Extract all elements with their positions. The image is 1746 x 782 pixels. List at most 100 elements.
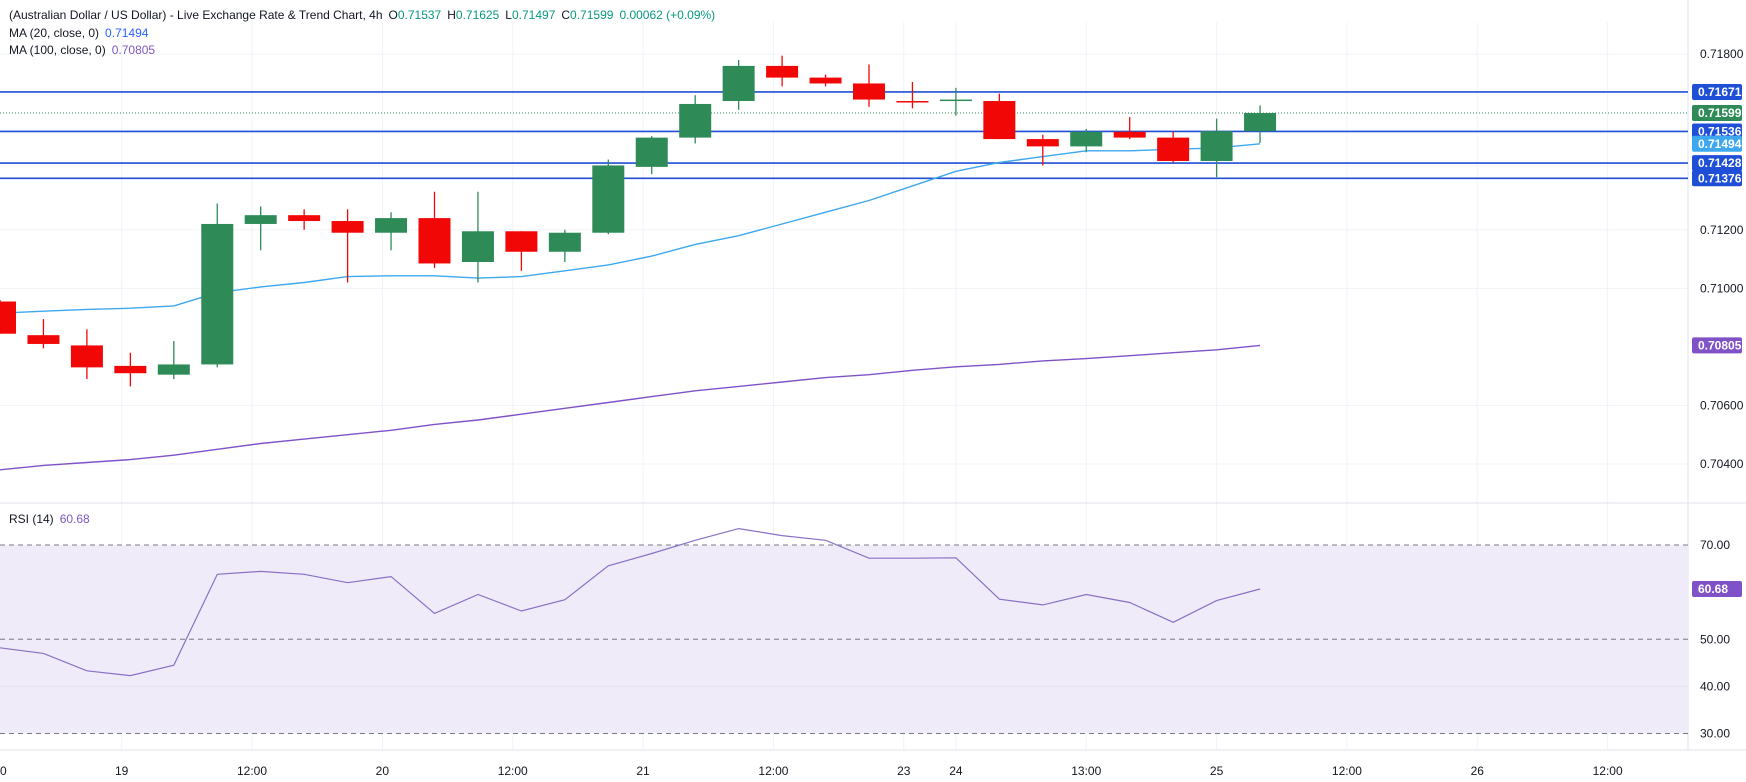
time-tick-label: 12:00 <box>237 764 267 778</box>
axes: 0.71800 0.71200 0.71000 0.70600 0.70400 70.00… <box>0 47 1744 778</box>
candle-27 <box>1157 131 1190 163</box>
time-tick-label: 26 <box>1471 764 1485 778</box>
ma100-line <box>0 344 1261 471</box>
candle-16 <box>679 95 712 144</box>
candle-14 <box>592 159 625 235</box>
candle-body <box>244 215 277 224</box>
ma20-label: MA (20, close, 0) <box>9 26 100 40</box>
candle-0 <box>0 300 16 334</box>
candle-body <box>375 218 408 233</box>
candle-body <box>1244 113 1277 132</box>
candle-body <box>722 65 755 102</box>
candle-18 <box>766 55 799 87</box>
ma20-value: 0.71494 <box>105 26 149 40</box>
time-tick-label: 12:00 <box>1332 764 1362 778</box>
candle-body <box>1200 131 1233 162</box>
candle-12 <box>505 231 538 271</box>
candle-body <box>505 231 538 252</box>
candle-body <box>0 301 16 334</box>
tag-level-1-text: 0.71536 <box>1698 124 1742 138</box>
tag-ma20-bg <box>1692 135 1742 152</box>
ohlc-high-label: H <box>447 8 456 22</box>
tag-level-2: 0.71428 <box>1692 155 1742 172</box>
rsi-tick-label: 30.00 <box>1700 727 1730 741</box>
ma100-legend[interactable]: MA (100, close, 0) 0.70805 <box>9 43 155 58</box>
candle-28 <box>1200 118 1233 178</box>
candle-body <box>809 77 842 84</box>
tag-ma100: 0.70805 <box>1692 337 1742 354</box>
ma100-value: 0.70805 <box>111 43 156 57</box>
rsi-label: RSI (14) <box>9 512 54 526</box>
ohlc-change: 0.00062 (+0.09%) <box>619 8 716 22</box>
tag-level-1: 0.71536 <box>1692 123 1742 140</box>
tag-last-price: 0.71599 <box>1692 105 1742 122</box>
tag-level-2-bg <box>1692 155 1742 172</box>
candle-body <box>418 218 451 264</box>
candle-3 <box>114 352 147 387</box>
tag-rsi-bg <box>1692 580 1742 597</box>
ohlc-low-value: 0.71497 <box>511 8 556 22</box>
price-tick-label: 0.70400 <box>1700 457 1744 471</box>
tag-level-3-bg <box>1692 170 1742 187</box>
horizontal-levels <box>0 91 1688 180</box>
candle-7 <box>288 209 321 230</box>
tag-level-0-bg <box>1692 83 1742 100</box>
tag-level-2-text: 0.71428 <box>1698 156 1742 170</box>
tag-level-3-text: 0.71376 <box>1698 171 1742 185</box>
ohlc-close-value: 0.71599 <box>570 8 614 22</box>
time-tick-label: 23 <box>897 764 911 778</box>
tag-level-1-bg <box>1692 123 1742 140</box>
tag-ma100-bg <box>1692 337 1742 354</box>
ohlc-high-value: 0.71625 <box>455 8 500 22</box>
candle-15 <box>635 136 668 175</box>
candle-body <box>939 99 972 102</box>
chart-title: (Australian Dollar / US Dollar) - Live E… <box>9 8 383 22</box>
candle-body <box>1157 137 1190 162</box>
candle-22 <box>939 87 972 116</box>
candle-20 <box>853 64 885 107</box>
candle-body <box>1070 131 1103 147</box>
ohlc-open-value: 0.71537 <box>397 8 442 22</box>
candle-9 <box>375 212 408 251</box>
time-tick-label: 24 <box>949 764 963 778</box>
candle-body <box>1113 131 1146 138</box>
candle-body <box>983 101 1016 140</box>
tag-last-price-text: 0.71599 <box>1698 106 1742 120</box>
candle-body <box>157 364 190 375</box>
time-tick-label: 19 <box>115 764 129 778</box>
tag-ma20-text: 0.71494 <box>1698 137 1742 151</box>
price-tick-label: 0.71000 <box>1700 281 1744 295</box>
chart-header: (Australian Dollar / US Dollar) - Live E… <box>9 8 715 23</box>
candle-body <box>461 231 494 262</box>
ohlc-low-label: L <box>505 8 512 22</box>
price-tick-label: 0.70600 <box>1700 398 1744 412</box>
ma20-line <box>0 143 1261 314</box>
candle-5 <box>201 203 234 368</box>
candle-26 <box>1113 117 1146 140</box>
tag-rsi: 60.68 <box>1692 580 1742 597</box>
rsi-line-group <box>0 527 1261 677</box>
price-tick-label: 0.71200 <box>1700 223 1744 237</box>
candle-11 <box>461 191 494 283</box>
candle-body <box>635 137 668 167</box>
time-tick-label: 20 <box>376 764 390 778</box>
tag-ma20: 0.71494 <box>1692 135 1742 152</box>
candle-body <box>548 232 581 252</box>
candle-body <box>114 365 147 374</box>
moving-averages <box>0 143 1261 471</box>
rsi-band <box>0 544 1688 735</box>
rsi-tick-label: 40.00 <box>1700 679 1730 693</box>
rsi-legend[interactable]: RSI (14) 60.68 <box>9 512 90 527</box>
rsi-tick-label: 70.00 <box>1700 538 1730 552</box>
tag-ma100-text: 0.70805 <box>1698 338 1742 352</box>
candle-body <box>592 165 625 233</box>
time-tick-label: 21 <box>636 764 650 778</box>
ma20-legend[interactable]: MA (20, close, 0) 0.71494 <box>9 26 148 41</box>
candlesticks <box>0 55 1277 387</box>
candle-body <box>766 65 799 78</box>
time-tick-label: 0 <box>0 764 7 778</box>
candle-body <box>1026 139 1059 147</box>
rsi-tick-label: 50.00 <box>1700 632 1730 646</box>
